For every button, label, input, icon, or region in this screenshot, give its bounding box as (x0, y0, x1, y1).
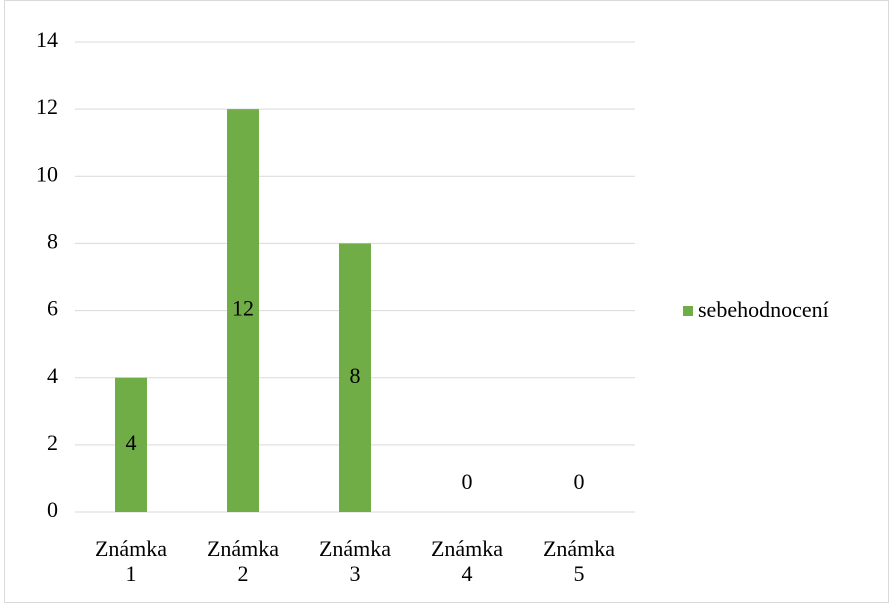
y-tick-label: 14 (36, 27, 58, 52)
data-label: 12 (232, 296, 254, 321)
y-tick-label: 8 (47, 228, 58, 253)
bar (339, 243, 371, 512)
bar (115, 377, 147, 512)
x-tick-label: Známka 4 (430, 536, 504, 586)
y-tick-label: 0 (47, 497, 58, 522)
y-tick-label: 10 (36, 161, 58, 186)
y-tick-label: 2 (47, 430, 58, 455)
data-label: 4 (126, 430, 137, 455)
data-label: 0 (462, 469, 473, 494)
y-tick-label: 12 (36, 94, 58, 119)
bar (227, 109, 259, 513)
data-label: 0 (574, 469, 585, 494)
y-tick-label: 6 (47, 296, 58, 321)
data-label: 8 (350, 363, 361, 388)
x-tick-label: Známka 5 (542, 536, 616, 586)
y-tick-label: 4 (47, 363, 58, 388)
legend-swatch (683, 306, 693, 316)
x-tick-label: Známka 1 (94, 536, 168, 586)
x-tick-label: Známka 3 (318, 536, 392, 586)
x-tick-label: Známka 2 (206, 536, 280, 586)
legend-label: sebehodnocení (698, 297, 829, 322)
